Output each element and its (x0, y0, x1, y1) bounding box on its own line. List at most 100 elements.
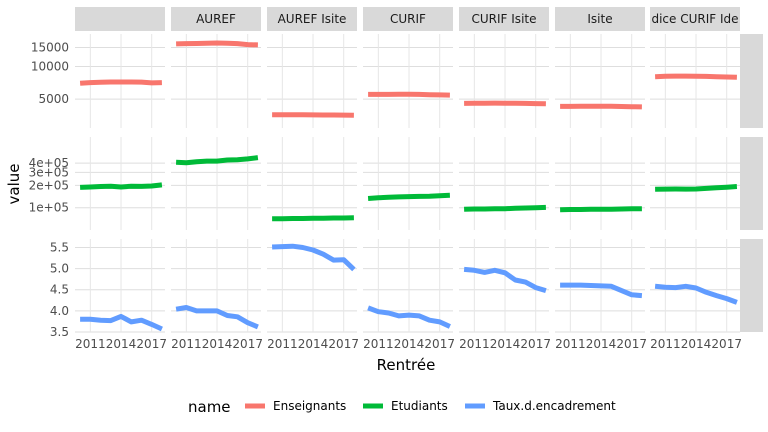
x-tick-label: 2017 (328, 337, 359, 351)
x-tick-label: 2011 (363, 337, 394, 351)
panel (267, 34, 357, 128)
panel (171, 239, 261, 333)
x-tick-label: 2011 (171, 337, 202, 351)
series-line-etudiants (655, 184, 738, 192)
series-line-taux-d-encadrement (272, 243, 356, 272)
column-strip-label: CURIF (390, 12, 426, 26)
y-tick-label: 5.5 (50, 240, 69, 254)
panel (555, 239, 645, 333)
x-tick-label: 2014 (490, 337, 521, 351)
y-tick-label: 4.5 (50, 283, 69, 297)
x-tick-label: 2011 (555, 337, 586, 351)
series-line-etudiants (80, 182, 163, 190)
y-tick-label: 15000 (31, 41, 69, 55)
x-tick-label: 2017 (711, 337, 742, 351)
x-tick-label: 2017 (232, 337, 263, 351)
y-tick-label: 1e+05 (29, 201, 69, 215)
series-line-etudiants (367, 192, 450, 201)
column-strip: CURIF Isite (459, 7, 549, 31)
series-line-etudiants (464, 204, 546, 212)
column-strip: CURIF (363, 7, 453, 31)
series-line-etudiants (176, 155, 259, 166)
series-line-taux-d-encadrement (560, 282, 643, 299)
column-strip: AUREF (171, 7, 261, 31)
column-strip-bg (75, 7, 165, 31)
panel (459, 137, 549, 230)
y-tick-label: 10000 (31, 60, 69, 74)
column-strip-bg (363, 7, 453, 31)
panel (650, 137, 740, 230)
x-tick-label: 2014 (106, 337, 137, 351)
series-line-etudiants (272, 215, 354, 222)
panel (555, 137, 645, 230)
column-strip-bg (555, 7, 645, 31)
series-line-enseignants (464, 100, 546, 107)
panel (267, 137, 357, 230)
row-strip: Enseignants (739, 34, 763, 128)
panel (363, 239, 453, 333)
panel (267, 239, 357, 333)
x-tick-label: 2014 (202, 337, 233, 351)
x-tick-label: 2014 (586, 337, 617, 351)
column-strip-label: Isite (587, 12, 612, 26)
y-tick-label: 5000 (38, 92, 69, 106)
panel (363, 34, 453, 128)
series-line-taux-d-encadrement (463, 266, 547, 293)
panel (650, 34, 740, 128)
x-tick-label: 2011 (459, 337, 490, 351)
panel (650, 239, 740, 333)
series-line-etudiants (560, 206, 642, 213)
column-strip: Isite (555, 7, 645, 31)
x-tick-label: 2017 (424, 337, 455, 351)
column-strip-bg (650, 7, 740, 31)
column-strip (75, 7, 165, 31)
y-tick-label: 3.5 (50, 325, 69, 339)
series-line-enseignants (79, 79, 162, 86)
row-strip: Etudiants (739, 137, 763, 230)
panel (75, 137, 165, 230)
x-tick-label: 2011 (650, 337, 681, 351)
row-strip: Taux.d.encadrement (739, 239, 763, 332)
row-strip-bg (739, 34, 763, 128)
series-line-enseignants (560, 103, 642, 110)
y-tick-label: 2e+05 (29, 178, 69, 192)
panel (171, 137, 261, 230)
panel (363, 137, 453, 230)
series-line-taux-d-encadrement (175, 305, 259, 330)
x-tick-label: 2011 (75, 337, 106, 351)
legend-title: name (188, 398, 231, 416)
x-tick-label: 2017 (520, 337, 551, 351)
y-axis-title: value (5, 164, 23, 205)
column-strip-label: AUREF Isite (278, 12, 347, 26)
legend-label: Enseignants (273, 399, 346, 413)
column-strip-label: dice CURIF Ide (651, 12, 738, 26)
x-tick-label: 2017 (616, 337, 647, 351)
panel (75, 34, 165, 128)
x-tick-label: 2014 (394, 337, 425, 351)
column-strip-label: AUREF (196, 12, 236, 26)
panel (171, 34, 261, 128)
x-axis-title: Rentrée (377, 356, 436, 374)
panel-grid: AUREF AUREF Isite CURIF CURIF Isite Isite dic… (29, 7, 763, 351)
legend: name Enseignants Etudiants Taux.d.encadreme… (188, 398, 616, 416)
y-tick-label: 4.0 (50, 304, 69, 318)
series-line-taux-d-encadrement (80, 313, 163, 332)
panel (75, 239, 165, 333)
series-line-taux-d-encadrement (654, 283, 738, 305)
column-strip-label: CURIF Isite (472, 12, 537, 26)
panel (459, 34, 549, 128)
x-tick-label: 2014 (681, 337, 712, 351)
column-strip: AUREF Isite (267, 7, 357, 31)
row-strip-bg (739, 239, 763, 332)
y-tick-label: 3e+05 (29, 165, 69, 179)
column-strip: dice CURIF Ide (650, 7, 740, 31)
column-strip-bg (459, 7, 549, 31)
panel (459, 239, 549, 333)
y-tick-label: 4e+05 (29, 156, 69, 170)
legend-label: Etudiants (391, 399, 448, 413)
y-tick-label: 5.0 (50, 262, 69, 276)
series-line-enseignants (655, 73, 737, 80)
series-line-taux-d-encadrement (367, 305, 451, 329)
row-strip-bg (739, 137, 763, 230)
